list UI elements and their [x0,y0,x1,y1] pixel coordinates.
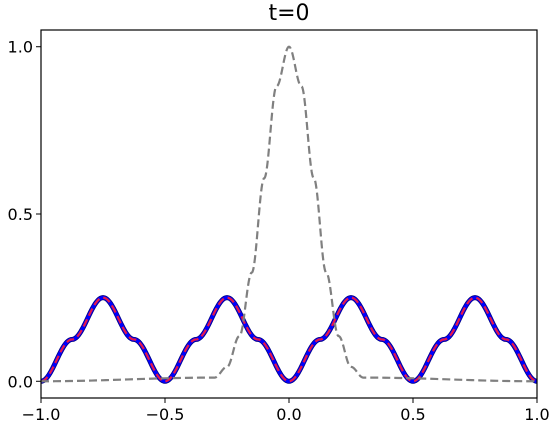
series-layer [39,45,539,384]
series-1-line [40,296,538,383]
x-tick-label: 1.0 [524,405,549,424]
x-tick-label: 0.5 [400,405,425,424]
x-tick-label: −0.5 [146,405,185,424]
x-tick-label: 0.0 [276,405,301,424]
x-axis: −1.0 −0.5 0.0 0.5 1.0 [22,398,550,424]
y-tick-label: 0.0 [8,372,33,391]
plot-frame [40,29,538,399]
series-2-line [40,45,538,383]
y-axis: 0.0 0.5 1.0 [8,38,41,391]
y-tick-label: 1.0 [8,38,33,57]
x-tick-label: −1.0 [22,405,61,424]
y-tick-label: 0.5 [8,205,33,224]
chart-title: t=0 [268,1,309,26]
